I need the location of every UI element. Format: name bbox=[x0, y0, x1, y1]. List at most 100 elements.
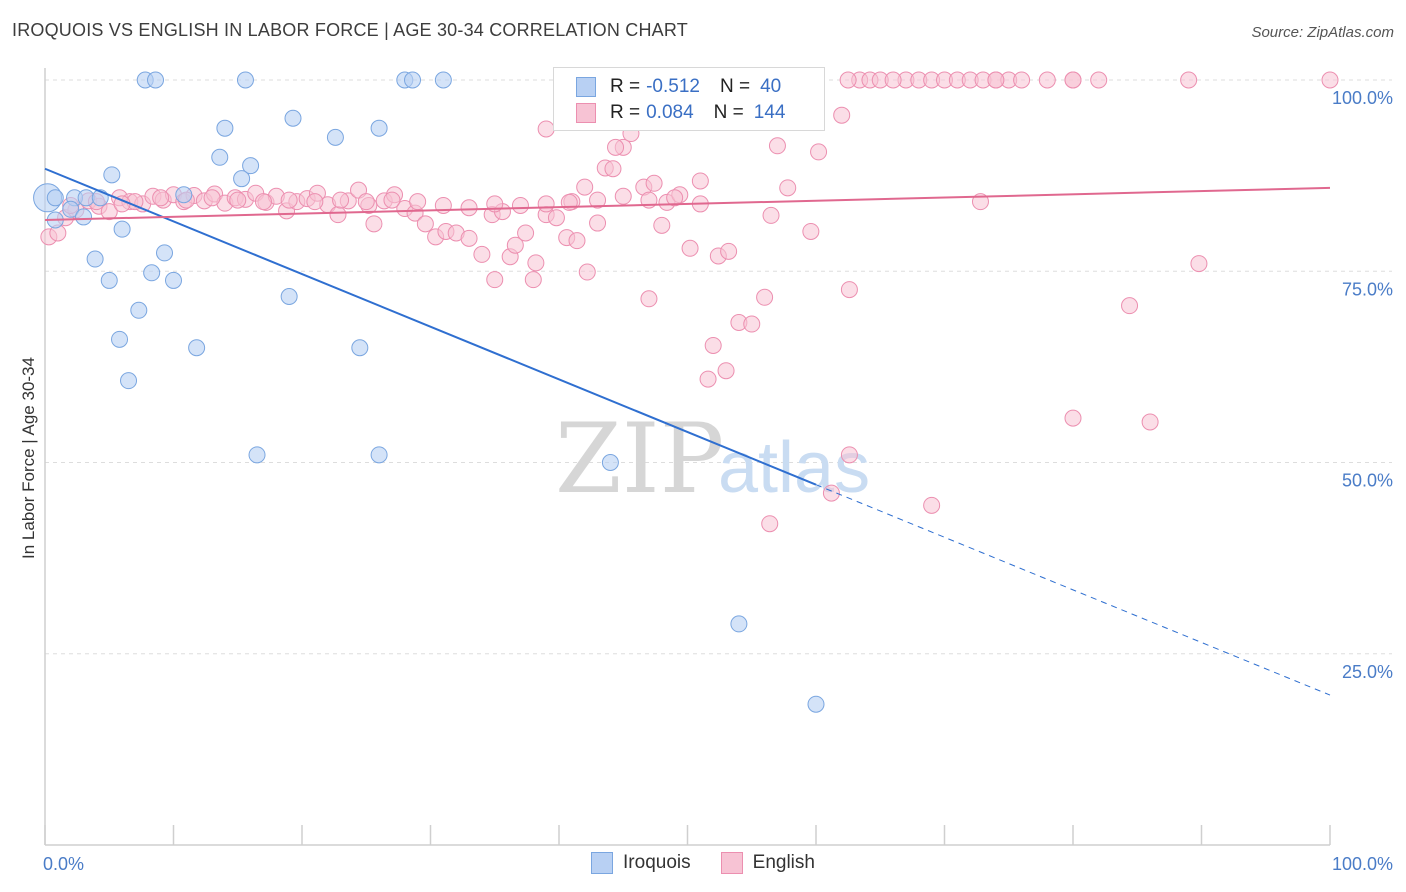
iroquois-point bbox=[370, 446, 388, 464]
english-point bbox=[537, 195, 555, 213]
legend-item-iroquois[interactable]: Iroquois bbox=[591, 852, 691, 874]
english-point bbox=[332, 191, 350, 209]
english-point bbox=[527, 254, 545, 272]
english-point bbox=[576, 178, 594, 196]
english-point bbox=[699, 370, 717, 388]
english-point bbox=[743, 315, 761, 333]
axes bbox=[44, 68, 1331, 846]
english-point bbox=[1180, 71, 1198, 89]
iroquois-swatch bbox=[591, 852, 614, 874]
y-axis-label: In Labor Force | Age 30-34 bbox=[19, 357, 38, 559]
n-label: N = bbox=[713, 102, 744, 123]
english-point bbox=[1190, 255, 1208, 273]
english-point bbox=[802, 222, 820, 240]
correlation-legend: R = -0.512 N = 40 R = 0.084 N = 144 bbox=[553, 67, 825, 131]
english-point bbox=[229, 191, 247, 209]
english-point bbox=[761, 515, 779, 533]
iroquois-point bbox=[404, 71, 422, 89]
iroquois-trend-extension bbox=[815, 484, 1331, 696]
trend-lines bbox=[44, 167, 1331, 696]
english-point bbox=[1064, 71, 1082, 89]
english-point bbox=[460, 199, 478, 217]
watermark-zip: ZIP bbox=[555, 403, 724, 515]
english-point bbox=[568, 232, 586, 250]
iroquois-point bbox=[100, 271, 118, 289]
iroquois-point bbox=[248, 446, 266, 464]
legend-item-english[interactable]: English bbox=[720, 852, 815, 874]
iroquois-point bbox=[113, 220, 131, 238]
grid-lines bbox=[45, 79, 1392, 655]
y-tick-label: 50.0% bbox=[1342, 471, 1393, 491]
source-label: Source: ZipAtlas.com bbox=[1251, 24, 1394, 41]
iroquois-point bbox=[730, 615, 748, 633]
english-point bbox=[704, 336, 722, 354]
english-point bbox=[1038, 71, 1056, 89]
english-point bbox=[987, 71, 1005, 89]
english-point bbox=[614, 187, 632, 205]
iroquois-points bbox=[33, 71, 825, 713]
english-point bbox=[607, 138, 625, 156]
english-point bbox=[357, 193, 375, 211]
english-point bbox=[640, 290, 658, 308]
english-point bbox=[306, 193, 324, 211]
iroquois-point bbox=[351, 339, 369, 357]
english-point bbox=[840, 446, 858, 464]
english-point bbox=[486, 271, 504, 289]
iroquois-point bbox=[233, 170, 251, 188]
x-tick-label: 100.0% bbox=[1332, 854, 1393, 874]
iroquois-point bbox=[111, 330, 129, 348]
english-point bbox=[203, 189, 221, 207]
n-value: 144 bbox=[753, 102, 786, 123]
english-point bbox=[1141, 413, 1159, 431]
iroquois-point bbox=[143, 264, 161, 282]
watermark-atlas: atlas bbox=[718, 428, 870, 508]
iroquois-point bbox=[188, 339, 206, 357]
y-tick-label: 75.0% bbox=[1342, 279, 1393, 299]
english-point bbox=[280, 191, 298, 209]
iroquois-point bbox=[280, 287, 298, 305]
english-point bbox=[604, 160, 622, 178]
iroquois-point bbox=[284, 109, 302, 127]
english-point bbox=[833, 106, 851, 124]
iroquois-point bbox=[216, 119, 234, 137]
n-value: 40 bbox=[760, 76, 782, 97]
english-point bbox=[839, 71, 857, 89]
r-label: R = bbox=[610, 102, 641, 123]
iroquois-point bbox=[807, 695, 825, 713]
iroquois-point bbox=[86, 250, 104, 268]
english-point bbox=[506, 236, 524, 254]
iroquois-trend-line bbox=[44, 167, 817, 486]
english-point bbox=[884, 71, 902, 89]
english-point bbox=[923, 496, 941, 514]
english-point bbox=[717, 362, 735, 380]
tick-labels: 25.0% 50.0% 75.0% 100.0% 0.0% 100.0% bbox=[43, 88, 1393, 874]
iroquois-point bbox=[601, 454, 619, 471]
english-trend-line bbox=[44, 186, 1331, 221]
chart-title: IROQUOIS VS ENGLISH IN LABOR FORCE | AGE… bbox=[12, 20, 688, 40]
english-point bbox=[365, 215, 383, 233]
y-tick-label: 25.0% bbox=[1342, 662, 1393, 682]
iroquois-point bbox=[370, 119, 388, 137]
english-point bbox=[416, 215, 434, 233]
english-point bbox=[152, 189, 170, 207]
legend-label-english: English bbox=[752, 852, 815, 873]
iroquois-point bbox=[130, 301, 148, 319]
english-point bbox=[473, 245, 491, 263]
iroquois-point bbox=[46, 189, 64, 207]
english-point bbox=[524, 271, 542, 289]
english-point bbox=[409, 193, 427, 211]
n-label: N = bbox=[719, 76, 751, 97]
english-point bbox=[329, 206, 347, 224]
english-point bbox=[254, 193, 272, 211]
iroquois-point bbox=[236, 71, 254, 89]
iroquois-point bbox=[62, 200, 80, 218]
english-point bbox=[1064, 409, 1082, 427]
english-point bbox=[547, 209, 565, 227]
english-swatch bbox=[576, 103, 596, 123]
english-point bbox=[681, 239, 699, 257]
legend-row-iroquois: R = -0.512 N = 40 bbox=[576, 74, 781, 100]
english-point bbox=[511, 196, 529, 214]
y-tick-label: 100.0% bbox=[1332, 88, 1393, 108]
iroquois-point bbox=[147, 71, 165, 89]
